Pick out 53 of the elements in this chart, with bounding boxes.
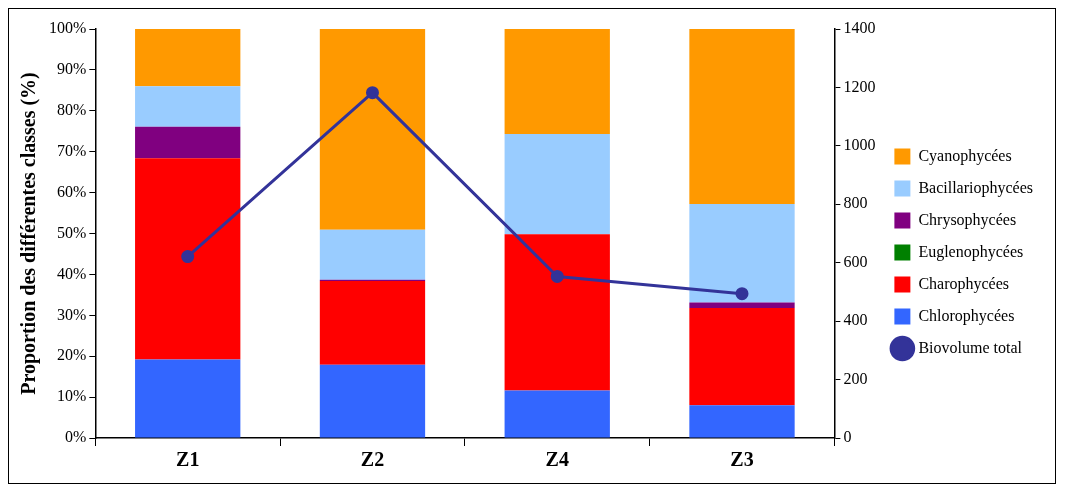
y2-tick-label: 400 (843, 311, 868, 329)
y2-tick-label: 800 (843, 194, 868, 212)
bar (689, 405, 795, 438)
legend-label: Biovolume total (918, 338, 1023, 356)
y-axis-title: Proportion des différentes classes (%) (17, 72, 41, 395)
bar (319, 229, 426, 280)
bar (135, 126, 241, 159)
y-tick-label: 70% (57, 141, 87, 159)
y2-tick-label: 600 (843, 252, 868, 270)
bar (689, 302, 795, 308)
bar (319, 29, 426, 230)
y2-tick-label: 1400 (843, 19, 876, 37)
legend-label: Euglenophycées (918, 242, 1024, 261)
bar (135, 158, 241, 360)
bar (319, 364, 426, 438)
legend-label: Bacillariophycées (918, 178, 1034, 197)
y2-tick-label: 200 (843, 369, 868, 387)
bar (689, 204, 795, 303)
bar (504, 390, 610, 438)
y-tick-label: 60% (57, 182, 87, 200)
bar (689, 307, 795, 406)
bar (504, 234, 610, 391)
bar (135, 359, 241, 438)
bar (135, 29, 241, 87)
x-tick-label: Z2 (360, 448, 385, 471)
y-tick-label: 40% (57, 264, 87, 282)
y2-tick-label: 1000 (843, 136, 876, 154)
x-tick-label: Z1 (176, 448, 200, 471)
point (365, 86, 379, 100)
y-tick-label: 80% (57, 101, 87, 118)
x-tick-label: Z3 (730, 448, 754, 471)
y-tick-label: 10% (57, 387, 87, 405)
y2-tick-label: 1200 (843, 77, 876, 95)
bar (689, 29, 795, 205)
y-tick-label: 20% (57, 346, 87, 364)
legend-label: Cyanophycées (918, 146, 1012, 165)
legend-label: Charophycées (918, 274, 1010, 293)
bar (504, 29, 610, 135)
y-tick-label: 50% (57, 223, 87, 241)
point (181, 250, 195, 264)
y2-tick-label: 0 (843, 428, 852, 446)
x-tick-label: Z4 (545, 448, 569, 471)
bar (319, 280, 426, 365)
y-tick-label: 90% (57, 60, 87, 78)
bar (135, 86, 241, 127)
y-tick-label: 30% (57, 305, 87, 323)
y-tick-label: 0% (65, 428, 87, 446)
point (550, 269, 564, 283)
legend-label: Chrysophycées (918, 210, 1017, 229)
bar (504, 134, 610, 235)
y-tick-label: 100% (49, 19, 87, 37)
point (735, 287, 749, 301)
legend-label: Chlorophycées (918, 306, 1015, 325)
